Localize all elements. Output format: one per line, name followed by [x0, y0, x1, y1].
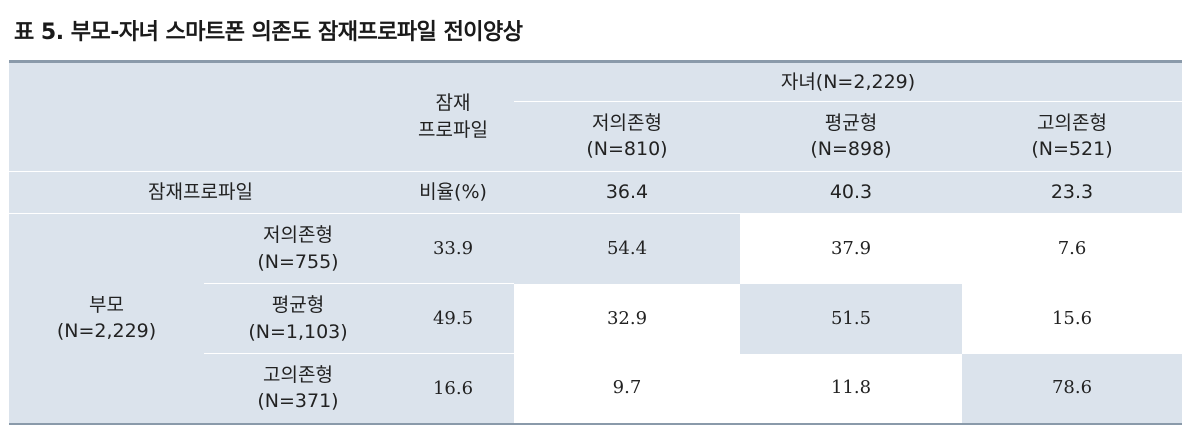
- cell-avg-low: 32.9: [514, 283, 740, 354]
- cell-low-high: 7.6: [962, 213, 1183, 284]
- cell-high-low: 9.7: [514, 353, 740, 424]
- ratio-row-label: 잠재프로파일: [9, 171, 392, 214]
- cell-high-avg: 11.8: [740, 353, 962, 424]
- ratio-row-unit: 비율(%): [392, 171, 514, 214]
- header-child-high: 고의존형 (N=521): [962, 101, 1183, 172]
- header-empty-cell: [9, 61, 392, 172]
- transition-table: 잠재 프로파일 자녀(N=2,229) 저의존형 (N=810) 평균형 (N=…: [9, 60, 1183, 425]
- header-child-low: 저의존형 (N=810): [514, 101, 740, 172]
- parent-label: 부모 (N=2,229): [9, 213, 204, 424]
- parent-row-high-profile: 16.6: [392, 353, 514, 424]
- table-title: 표 5. 부모-자녀 스마트폰 의존도 잠재프로파일 전이양상: [14, 20, 523, 45]
- cell-avg-high: 15.6: [962, 283, 1183, 354]
- cell-avg-avg: 51.5: [740, 283, 962, 354]
- parent-row-low-label: 저의존형 (N=755): [204, 213, 392, 284]
- header-child-avg: 평균형 (N=898): [740, 101, 962, 172]
- parent-row-low-profile: 33.9: [392, 213, 514, 284]
- ratio-value-high: 23.3: [962, 171, 1183, 214]
- parent-row-high-label: 고의존형 (N=371): [204, 353, 392, 424]
- parent-row-avg-profile: 49.5: [392, 283, 514, 354]
- ratio-value-low: 36.4: [514, 171, 740, 214]
- header-child-group: 자녀(N=2,229): [514, 61, 1183, 102]
- cell-low-avg: 37.9: [740, 213, 962, 284]
- cell-low-low: 54.4: [514, 213, 740, 284]
- parent-row-avg-label: 평균형 (N=1,103): [204, 283, 392, 354]
- header-latent-profile: 잠재 프로파일: [392, 61, 514, 172]
- ratio-value-avg: 40.3: [740, 171, 962, 214]
- cell-high-high: 78.6: [962, 353, 1183, 424]
